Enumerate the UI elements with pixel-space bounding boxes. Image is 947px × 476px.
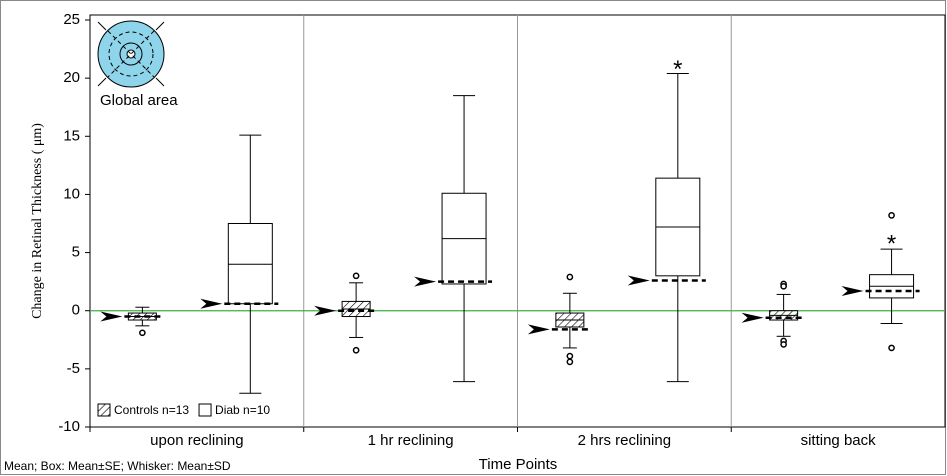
legend-swatch <box>97 403 111 417</box>
y-tick-label: 10 <box>63 185 80 202</box>
median-arrow <box>200 298 223 309</box>
y-tick-label: 20 <box>63 69 80 86</box>
annotation: * <box>673 56 682 83</box>
inset-icon <box>97 20 165 88</box>
median-arrow <box>414 276 437 287</box>
x-tick-label: upon reclining <box>150 432 243 449</box>
y-axis-label: Change in Retinal Thickness ( μm) <box>30 123 45 319</box>
legend-label: Controls n=13 <box>114 403 189 417</box>
annotation: * <box>887 230 896 257</box>
outlier <box>352 272 360 280</box>
legend-label: Diab n=10 <box>215 403 270 417</box>
median-arrow <box>100 311 123 322</box>
median-arrow <box>841 285 864 296</box>
outlier <box>566 352 574 360</box>
outlier <box>139 329 146 337</box>
median-arrow <box>741 312 764 323</box>
median-arrow <box>314 305 337 316</box>
y-tick-label: 15 <box>63 127 80 144</box>
inset-label: Global area <box>100 92 178 109</box>
footnote: Mean; Box: Mean±SE; Whisker: Mean±SD <box>4 459 231 473</box>
median-arrow <box>627 275 650 286</box>
median-arrow <box>527 324 550 335</box>
y-tick-label: 5 <box>72 244 80 261</box>
y-tick-label: 25 <box>63 11 80 28</box>
x-axis-label: Time Points <box>479 456 558 473</box>
outlier <box>352 346 360 354</box>
outlier <box>566 273 574 281</box>
y-tick-label: -5 <box>67 360 80 377</box>
outlier <box>888 212 895 219</box>
x-tick-label: sitting back <box>801 432 877 449</box>
legend-swatch <box>198 403 212 417</box>
y-tick-label: -10 <box>58 418 80 435</box>
box <box>227 223 273 305</box>
outlier <box>566 358 574 366</box>
y-tick-label: 0 <box>72 302 80 319</box>
outlier <box>780 341 787 348</box>
x-tick-label: 1 hr reclining <box>368 432 454 449</box>
outlier <box>888 344 895 352</box>
x-tick-label: 2 hrs reclining <box>578 432 671 449</box>
outlier <box>780 282 787 290</box>
